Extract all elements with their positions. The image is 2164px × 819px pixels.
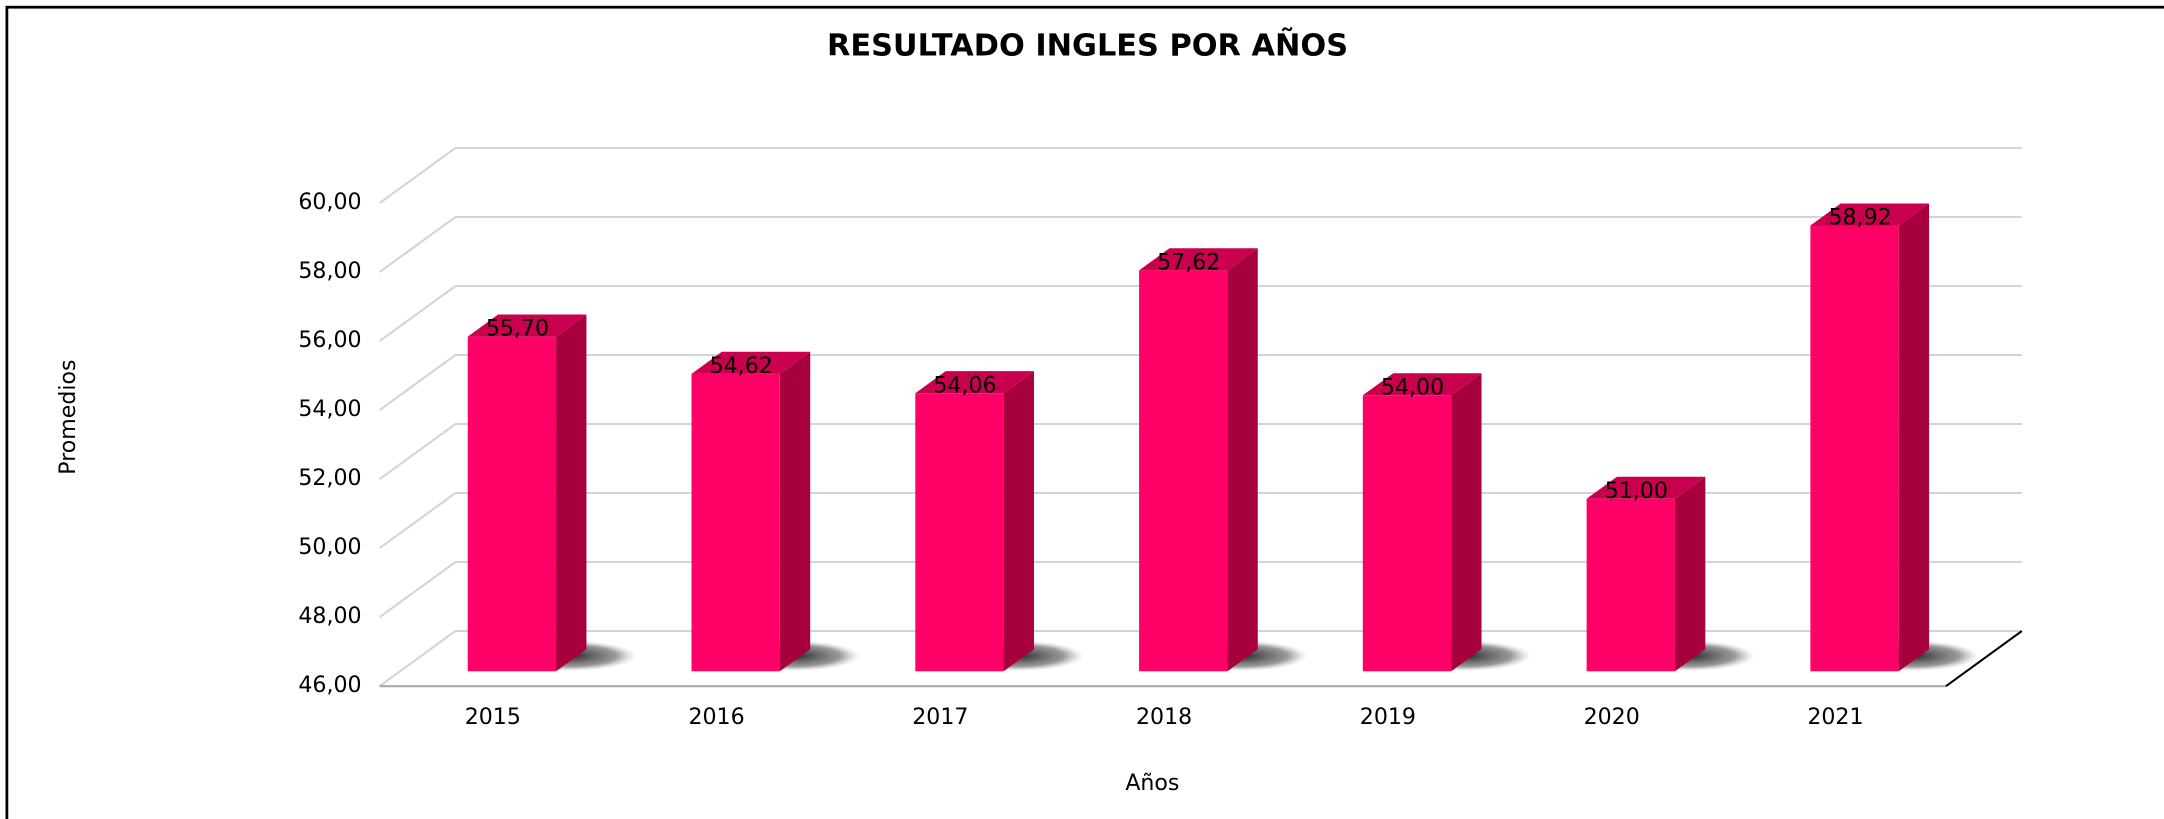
bar-side [556,314,587,672]
bar-top [691,351,811,374]
grid-line [378,215,2022,274]
bar-side [1227,248,1258,672]
y-axis-label: Promedios [56,359,81,474]
chart-title: RESULTADO INGLES POR AÑOS [827,27,1348,64]
grid-line [378,146,2022,205]
y-tick-label: 56,00 [298,328,361,353]
bar [691,373,780,672]
grid-line [378,560,2022,619]
x-axis-label: Años [1125,771,1179,796]
bar [1586,498,1675,672]
y-tick-label: 52,00 [298,466,361,491]
data-label: 54,06 [933,373,996,398]
bar-top [1810,203,1930,226]
bar [467,336,557,672]
bar-top [1362,373,1482,396]
data-label: 55,70 [486,317,549,342]
bar-side [1003,371,1034,672]
bar-top [915,371,1034,394]
data-label: 54,00 [1381,375,1444,400]
bar [1139,270,1228,672]
y-tick-label: 60,00 [298,190,361,215]
y-tick-label: 58,00 [298,259,361,284]
grid-line [378,629,2022,688]
y-tick-label: 54,00 [298,397,361,422]
bar-side [779,351,811,672]
x-tick-label: 2015 [465,705,521,730]
data-label: 58,92 [1828,206,1891,231]
bar-side [1674,476,1706,672]
data-label: 54,62 [710,354,773,379]
y-tick-label: 46,00 [298,673,361,698]
grid-line [378,353,2022,412]
bar-top [1586,476,1706,499]
bar-top [467,314,587,337]
floor-right-edge [1945,630,2023,688]
x-tick-label: 2020 [1584,705,1640,730]
data-label: 51,00 [1605,479,1668,504]
bar [1362,395,1452,672]
x-tick-label: 2021 [1807,705,1863,730]
x-tick-label: 2018 [1136,705,1192,730]
x-tick-label: 2019 [1360,705,1416,730]
x-tick-label: 2017 [912,705,968,730]
bar [1810,225,1899,672]
grid-line [378,422,2022,481]
bar-side [1451,373,1482,672]
bar [915,393,1004,672]
grid-line [378,284,2022,343]
grid-line [378,491,2022,550]
x-tick-label: 2016 [688,705,744,730]
bar-side [1898,203,1930,672]
y-tick-label: 48,00 [298,604,361,629]
data-label: 57,62 [1157,250,1220,275]
bar-top [1139,248,1258,271]
y-tick-label: 50,00 [298,535,361,560]
